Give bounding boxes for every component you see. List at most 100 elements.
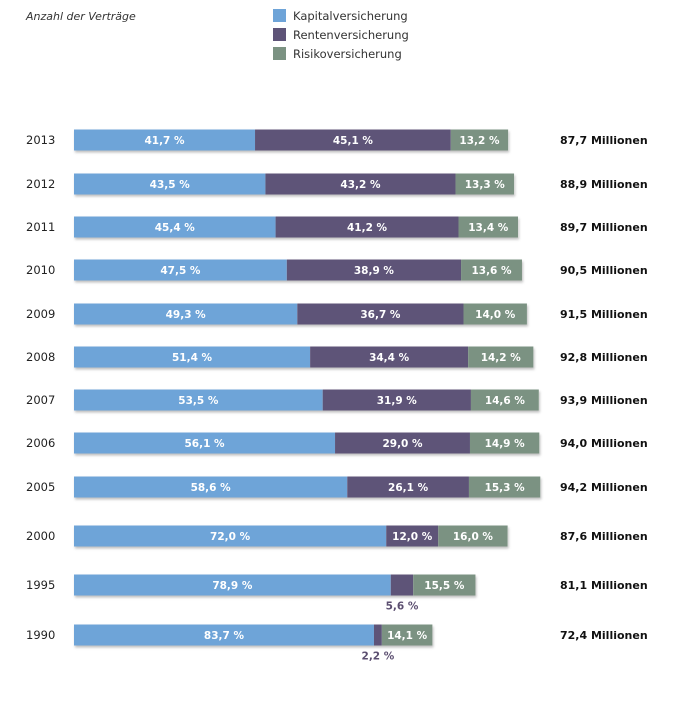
legend-swatch-risikoversicherung — [273, 47, 286, 60]
bar-segment-risikoversicherung — [450, 129, 509, 151]
data-label-kapitalversicherung: 51,4 % — [172, 352, 213, 364]
legend: Kapitalversicherung Rentenversicherung Ris… — [273, 9, 409, 61]
year-label: 2010 — [26, 263, 55, 277]
data-label-rentenversicherung: 26,1 % — [388, 482, 429, 494]
data-label-kapitalversicherung: 43,5 % — [150, 179, 191, 191]
bar-row-2009: 2009 49,3 % 36,7 % 14,0 % 91,5 Millionen — [26, 303, 648, 325]
legend-label-rentenversicherung: Rentenversicherung — [293, 28, 409, 42]
year-label: 1995 — [26, 578, 55, 592]
bar-segment-rentenversicherung — [335, 432, 470, 454]
bar-segment-risikoversicherung — [461, 259, 522, 281]
legend-swatch-rentenversicherung — [273, 28, 286, 41]
bar-segment-rentenversicherung — [322, 389, 471, 411]
total-label: 81,1 Millionen — [560, 579, 648, 592]
bar-segment-rentenversicherung — [373, 624, 382, 646]
data-label-rentenversicherung: 36,7 % — [360, 309, 401, 321]
data-label-rentenversicherung: 34,4 % — [369, 352, 410, 364]
bar-segment-kapitalversicherung — [74, 173, 266, 195]
data-label-kapitalversicherung: 78,9 % — [212, 580, 253, 592]
data-label-rentenversicherung: 12,0 % — [392, 531, 433, 543]
bar-row-2008: 2008 51,4 % 34,4 % 14,2 % 92,8 Millionen — [26, 346, 648, 368]
data-label-risikoversicherung: 13,4 % — [468, 222, 509, 234]
bar-rows: 2013 41,7 % 45,1 % 13,2 % 87,7 Millionen 2012… — [26, 129, 648, 663]
total-label: 87,7 Millionen — [560, 134, 648, 147]
total-label: 91,5 Millionen — [560, 308, 648, 321]
data-label-risikoversicherung: 13,2 % — [459, 135, 500, 147]
total-label: 90,5 Millionen — [560, 264, 648, 277]
year-label: 2000 — [26, 529, 55, 543]
bar-segment-risikoversicherung — [458, 216, 519, 238]
bar-segment-risikoversicherung — [470, 389, 539, 411]
bar-row-2011: 2011 45,4 % 41,2 % 13,4 % 89,7 Millionen — [26, 216, 648, 238]
bar-segment-rentenversicherung — [265, 173, 456, 195]
bar-segment-rentenversicherung — [297, 303, 464, 325]
bar-segment-risikoversicherung — [469, 432, 540, 454]
total-label: 88,9 Millionen — [560, 178, 648, 191]
data-label-kapitalversicherung: 56,1 % — [184, 438, 225, 450]
bar-segment-kapitalversicherung — [74, 303, 298, 325]
bar-segment-risikoversicherung — [468, 346, 534, 368]
data-label-rentenversicherung: 29,0 % — [382, 438, 423, 450]
year-label: 2005 — [26, 480, 55, 494]
bar-segment-risikoversicherung — [455, 173, 515, 195]
bar-segment-rentenversicherung — [286, 259, 462, 281]
bar-segment-risikoversicherung — [463, 303, 527, 325]
data-label-risikoversicherung: 13,6 % — [471, 265, 512, 277]
year-label: 2007 — [26, 393, 55, 407]
bar-segment-kapitalversicherung — [74, 432, 336, 454]
data-label-risikoversicherung: 13,3 % — [465, 179, 506, 191]
data-label-risikoversicherung: 14,2 % — [481, 352, 522, 364]
chart-subtitle: Anzahl der Verträge — [25, 10, 136, 23]
year-label: 2013 — [26, 133, 55, 147]
bar-row-2005: 2005 58,6 % 26,1 % 15,3 % 94,2 Millionen — [26, 476, 648, 498]
data-label-risikoversicherung: 14,0 % — [475, 309, 516, 321]
data-label-rentenversicherung: 2,2 % — [362, 651, 395, 663]
bar-row-2007: 2007 53,5 % 31,9 % 14,6 % 93,9 Millionen — [26, 389, 648, 411]
total-label: 94,2 Millionen — [560, 481, 648, 494]
year-label: 2008 — [26, 350, 55, 364]
data-label-rentenversicherung: 38,9 % — [354, 265, 395, 277]
data-label-kapitalversicherung: 83,7 % — [204, 630, 245, 642]
data-label-risikoversicherung: 14,1 % — [387, 630, 428, 642]
bar-segment-rentenversicherung — [255, 129, 451, 151]
year-label: 2006 — [26, 436, 55, 450]
bar-row-1990: 1990 83,7 % 2,2 % 14,1 % 72,4 Millionen — [26, 624, 648, 663]
data-label-rentenversicherung: 5,6 % — [386, 601, 419, 613]
bar-segment-kapitalversicherung — [74, 525, 387, 547]
bar-segment-kapitalversicherung — [74, 624, 374, 646]
data-label-risikoversicherung: 14,9 % — [485, 438, 526, 450]
bar-segment-kapitalversicherung — [74, 346, 311, 368]
bar-row-2000: 2000 72,0 % 12,0 % 16,0 % 87,6 Millionen — [26, 525, 648, 547]
bar-segment-kapitalversicherung — [74, 129, 256, 151]
data-label-risikoversicherung: 15,3 % — [485, 482, 526, 494]
data-label-kapitalversicherung: 45,4 % — [155, 222, 196, 234]
data-label-kapitalversicherung: 72,0 % — [210, 531, 251, 543]
data-label-rentenversicherung: 31,9 % — [377, 395, 418, 407]
bar-segment-rentenversicherung — [390, 574, 414, 596]
year-label: 2009 — [26, 307, 55, 321]
bar-segment-risikoversicherung — [438, 525, 508, 547]
bar-row-2013: 2013 41,7 % 45,1 % 13,2 % 87,7 Millionen — [26, 129, 648, 151]
bar-segment-risikoversicherung — [381, 624, 433, 646]
bar-segment-kapitalversicherung — [74, 389, 323, 411]
total-label: 87,6 Millionen — [560, 530, 648, 543]
data-label-risikoversicherung: 15,5 % — [424, 580, 465, 592]
data-label-kapitalversicherung: 58,6 % — [191, 482, 232, 494]
legend-label-kapitalversicherung: Kapitalversicherung — [293, 9, 408, 23]
data-label-risikoversicherung: 16,0 % — [453, 531, 494, 543]
total-label: 72,4 Millionen — [560, 629, 648, 642]
bar-segment-rentenversicherung — [310, 346, 469, 368]
bar-row-1995: 1995 78,9 % 5,6 % 15,5 % 81,1 Millionen — [26, 574, 648, 613]
bar-segment-risikoversicherung — [468, 476, 541, 498]
data-label-rentenversicherung: 43,2 % — [340, 179, 381, 191]
total-label: 93,9 Millionen — [560, 394, 648, 407]
bar-segment-rentenversicherung — [386, 525, 439, 547]
total-label: 89,7 Millionen — [560, 221, 648, 234]
data-label-rentenversicherung: 45,1 % — [333, 135, 374, 147]
data-label-kapitalversicherung: 41,7 % — [144, 135, 185, 147]
total-label: 92,8 Millionen — [560, 351, 648, 364]
bar-segment-kapitalversicherung — [74, 574, 391, 596]
legend-swatch-kapitalversicherung — [273, 9, 286, 22]
bar-segment-rentenversicherung — [275, 216, 459, 238]
